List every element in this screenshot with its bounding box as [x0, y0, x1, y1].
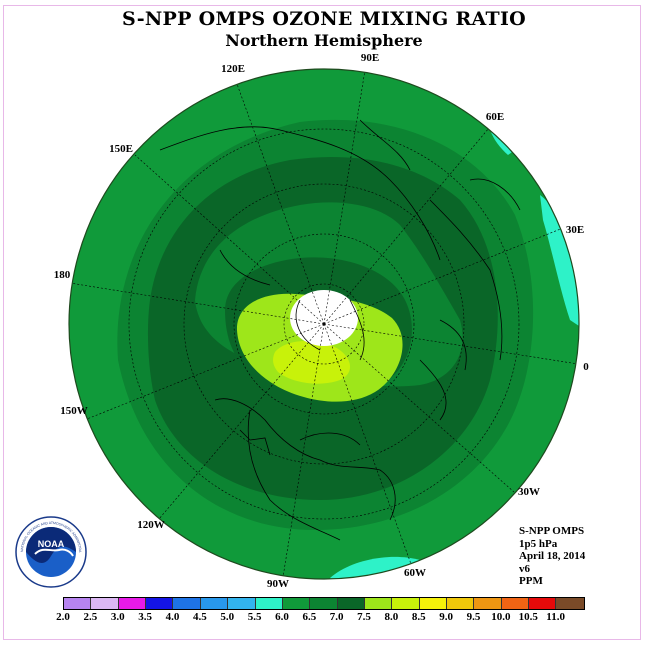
info-date: April 18, 2014: [519, 550, 586, 562]
coastlines: [159, 119, 521, 541]
noaa-logo: NOAA NATIONAL OCEANIC AND ATMOSPHERIC AD…: [15, 516, 87, 588]
colorbar-tick-label: 10.5: [518, 611, 538, 623]
map-boundary: [68, 68, 580, 580]
lon-label-60e: 60E: [486, 111, 504, 123]
colorbar-tick-label: 2.5: [83, 611, 98, 623]
lon-label-120e: 120E: [221, 63, 245, 75]
colorbar-tick-label: 9.5: [466, 611, 481, 623]
colorbar-ticks: 2.0 2.5 3.0 3.5 4.0 4.5 5.0 5.5 6.0 6.5 7.0 7.5 8.0 8…: [56, 611, 583, 625]
colorbar: [63, 597, 585, 610]
colorbar-segment: [364, 598, 393, 609]
lon-label-0: 0: [583, 361, 589, 373]
colorbar-tick-label: 4.0: [165, 611, 180, 623]
lon-label-180: 180: [54, 269, 71, 281]
colorbar-tick-label: 5.5: [247, 611, 262, 623]
colorbar-segment: [310, 598, 338, 609]
lon-label-90w: 90W: [267, 578, 289, 590]
colorbar-segment: [173, 598, 201, 609]
colorbar-segment: [447, 598, 475, 609]
colorbar-tick-label: 10.0: [491, 611, 511, 623]
colorbar-segment: [282, 598, 311, 609]
colorbar-segment: [255, 598, 283, 609]
lon-label-30e: 30E: [566, 224, 584, 236]
longitude-labels: 90E 60E 30E 0 30W 60W 90W 120W 150W 180 …: [54, 52, 590, 590]
colorbar-segment: [556, 598, 584, 609]
colorbar-segment: [91, 598, 119, 609]
colorbar-tick-label: 8.5: [411, 611, 426, 623]
lon-label-150w: 150W: [60, 405, 88, 417]
colorbar-segment: [392, 598, 420, 609]
info-version: v6: [519, 562, 530, 575]
info-level: 1p5 hPa: [519, 537, 558, 550]
colorbar-tick-label: 11.0: [546, 611, 565, 623]
colorbar-tick-label: 3.0: [110, 611, 125, 623]
ozone-band-5-5-east: [540, 195, 579, 330]
colorbar-segment: [118, 598, 147, 609]
ozone-band-8-0: [273, 340, 351, 384]
colorbar-segment: [474, 598, 502, 609]
colorbar-tick-label: 6.0: [275, 611, 289, 623]
info-instrument: S-NPP OMPS: [519, 525, 585, 537]
graticule: [69, 69, 579, 578]
info-units: PPM: [519, 575, 543, 587]
colorbar-segment: [529, 598, 557, 609]
lon-label-30w: 30W: [518, 486, 540, 498]
lon-label-120w: 120W: [137, 519, 165, 531]
colorbar-tick-label: 9.0: [439, 611, 454, 623]
polar-no-data: [290, 290, 358, 346]
colorbar-segment: [146, 598, 174, 609]
colorbar-tick-label: 7.5: [357, 611, 371, 623]
logo-text: NOAA: [38, 539, 65, 549]
colorbar-tick-label: 6.5: [302, 611, 317, 623]
colorbar-segment: [200, 598, 229, 609]
colorbar-tick-label: 3.5: [138, 611, 152, 623]
lon-label-150e: 150E: [109, 143, 133, 155]
colorbar-segment: [419, 598, 448, 609]
page-frame: [3, 5, 641, 640]
map-title: S-NPP OMPS OZONE MIXING RATIO: [121, 8, 527, 30]
colorbar-tick-label: 4.5: [192, 611, 207, 623]
info-panel: S-NPP OMPS 1p5 hPa April 18, 2014 v6 PPM: [519, 525, 585, 588]
lon-label-90e: 90E: [361, 52, 379, 64]
map-subtitle: Northern Hemisphere: [225, 31, 423, 50]
colorbar-segment: [501, 598, 530, 609]
colorbar-tick-label: 5.0: [220, 611, 235, 623]
colorbar-segment: [64, 598, 92, 609]
colorbar-tick-label: 7.0: [329, 611, 344, 623]
lon-label-60w: 60W: [404, 567, 426, 579]
ozone-field: [69, 69, 579, 579]
colorbar-segment: [337, 598, 365, 609]
colorbar-tick-label: 2.0: [56, 611, 70, 623]
colorbar-segment: [228, 598, 256, 609]
colorbar-tick-label: 8.0: [384, 611, 399, 623]
